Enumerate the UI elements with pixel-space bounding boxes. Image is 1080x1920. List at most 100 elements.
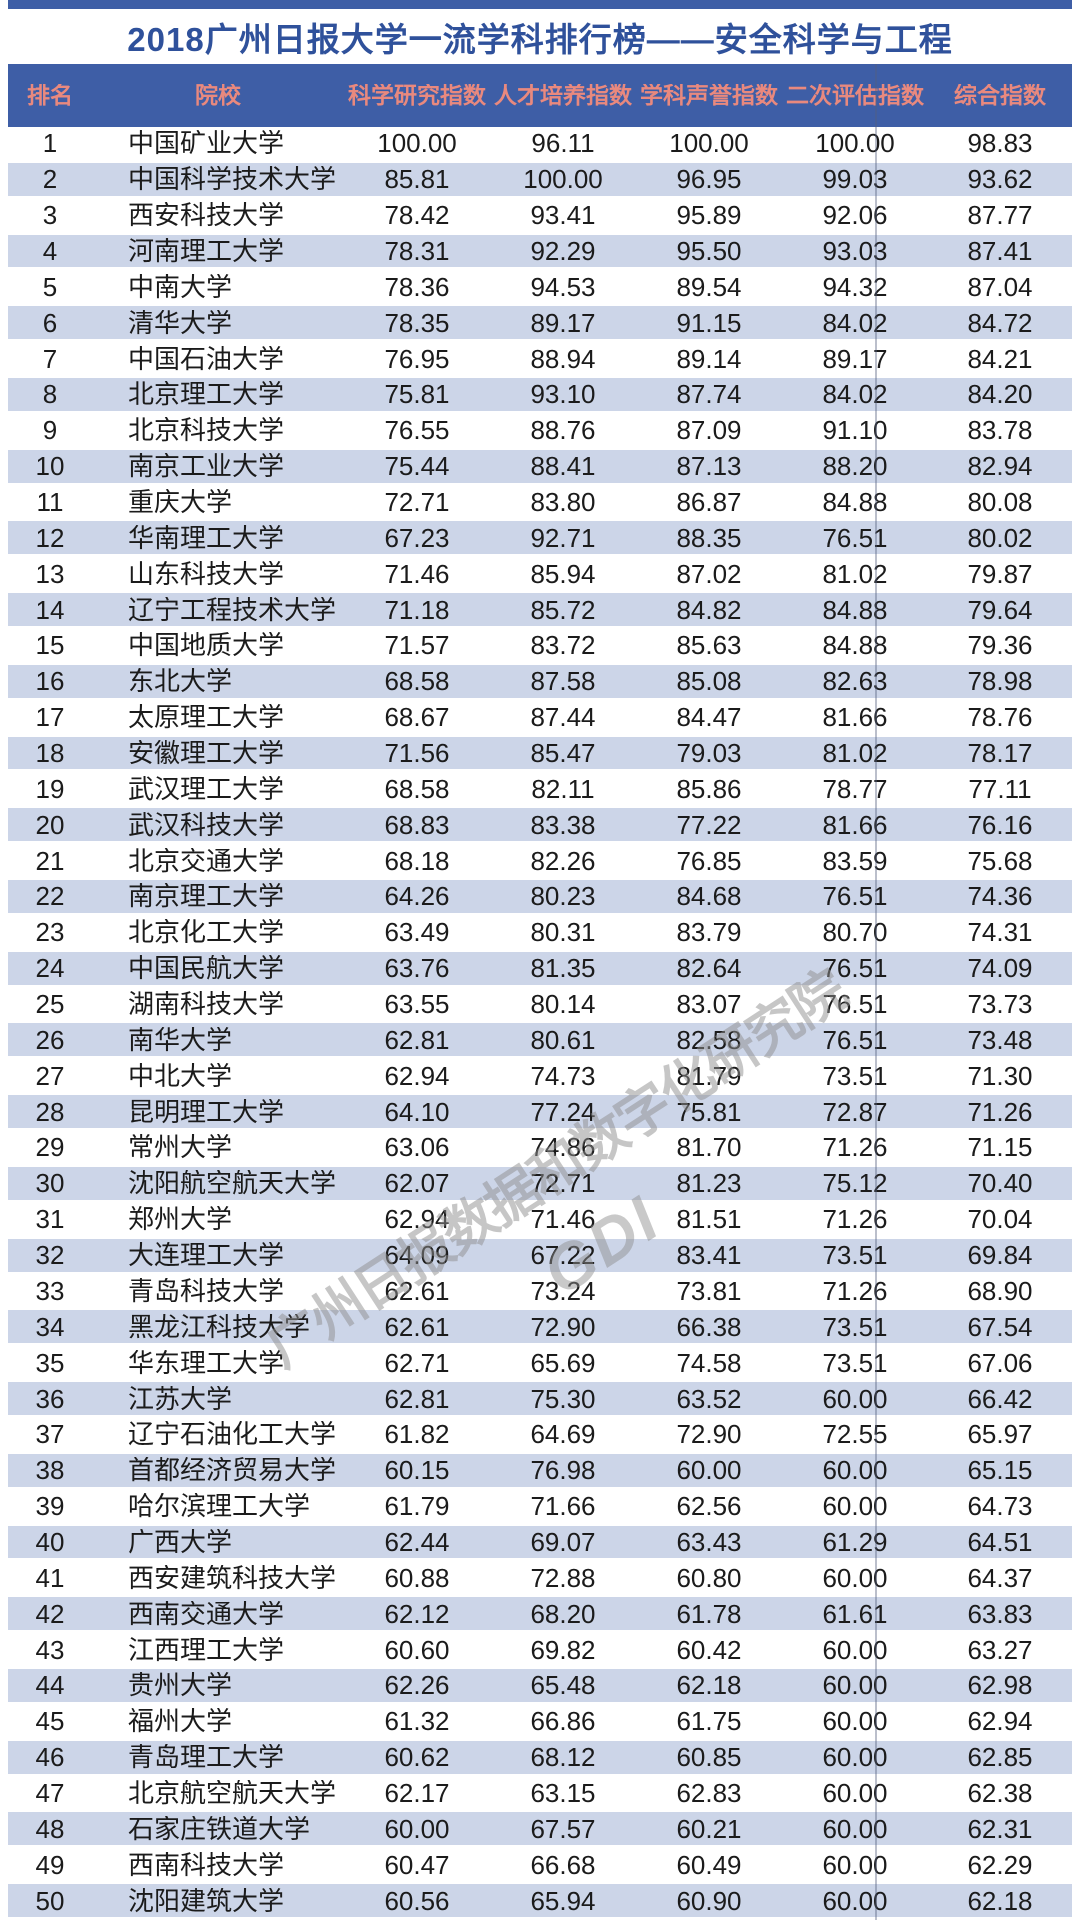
score-cell: 62.81 [384,1026,450,1053]
rank-cell: 11 [36,489,64,516]
top-accent-strip [8,0,1072,9]
score-cell: 68.58 [384,775,450,802]
score-cell: 87.77 [967,202,1033,229]
table-row: 23 北京化工大学 63.49 80.31 83.79 80.70 74.31 [8,915,1072,949]
rank-cell: 4 [42,238,58,264]
score-cell: 68.18 [384,847,450,874]
score-cell: 84.47 [676,704,742,731]
score-cell: 71.46 [530,1206,596,1233]
university-cell: 福州大学 [128,1708,233,1735]
score-cell: 60.00 [822,1493,888,1520]
score-cell: 81.51 [676,1206,742,1233]
score-cell: 76.95 [384,345,450,372]
score-cell: 79.36 [967,632,1033,659]
table-row: 2 中国科学技术大学 85.81 100.00 96.95 99.03 93.62 [8,159,1072,199]
score-cell: 72.55 [822,1421,888,1448]
score-cell: 67.23 [384,524,450,551]
score-cell: 69.07 [530,1528,596,1555]
score-cell: 79.87 [967,560,1033,587]
score-cell: 74.73 [530,1062,596,1089]
table-row: 13 山东科技大学 71.46 85.94 87.02 81.02 79.87 [8,557,1072,591]
score-cell: 76.51 [822,524,888,551]
score-cell: 81.35 [530,955,596,982]
score-cell: 67.54 [967,1313,1033,1340]
score-cell: 62.94 [967,1708,1033,1735]
score-cell: 60.00 [822,1457,888,1484]
rank-cell: 42 [35,1600,65,1627]
rank-cell: 3 [42,202,58,229]
score-cell: 77.22 [676,811,742,838]
university-cell: 太原理工大学 [128,704,285,731]
score-cell: 83.72 [530,632,596,659]
score-cell: 60.00 [822,1708,888,1735]
rank-cell: 20 [35,811,65,838]
score-cell: 100.00 [377,130,457,157]
score-cell: 96.95 [676,166,742,193]
score-cell: 83.59 [822,847,888,874]
score-cell: 82.94 [967,453,1033,480]
score-cell: 84.72 [967,309,1033,336]
table-row: 42 西南交通大学 62.12 68.20 61.78 61.61 63.83 [8,1594,1072,1634]
table-row: 16 东北大学 68.58 87.58 85.08 82.63 78.98 [8,661,1072,701]
score-cell: 84.02 [822,309,888,336]
header-row: 排名 院校 科学研究指数 人才培养指数 学科声誉指数 二次评估指数 综合指数 [8,64,1072,127]
score-cell: 80.23 [530,883,596,910]
score-cell: 62.18 [676,1672,742,1699]
score-cell: 73.48 [967,1026,1033,1053]
score-cell: 72.90 [676,1421,742,1448]
table-row: 49 西南科技大学 60.47 66.68 60.49 60.00 62.29 [8,1848,1072,1882]
score-cell: 62.94 [384,1062,450,1089]
table-row: 24 中国民航大学 63.76 81.35 82.64 76.51 74.09 [8,948,1072,988]
score-cell: 63.76 [384,955,450,982]
university-cell: 西安建筑科技大学 [128,1564,337,1591]
score-cell: 62.44 [384,1528,450,1555]
score-cell: 66.86 [530,1708,596,1735]
rank-cell: 15 [35,632,65,659]
score-cell: 81.02 [822,560,888,587]
score-cell: 96.11 [531,130,595,157]
score-cell: 92.29 [530,238,596,264]
score-cell: 71.46 [384,560,450,587]
score-cell: 87.58 [530,668,596,695]
university-cell: 贵州大学 [128,1672,233,1699]
rank-cell: 30 [35,1170,65,1197]
table-row: 22 南京理工大学 64.26 80.23 84.68 76.51 74.36 [8,877,1072,916]
rank-cell: 19 [35,775,65,802]
score-cell: 78.98 [967,668,1033,695]
table-row: 41 西安建筑科技大学 60.88 72.88 60.80 60.00 64.37 [8,1561,1072,1595]
score-cell: 84.20 [967,381,1033,408]
university-cell: 郑州大学 [128,1206,233,1233]
rank-cell: 23 [35,919,65,946]
university-cell: 沈阳航空航天大学 [128,1170,337,1197]
score-cell: 62.38 [967,1779,1033,1806]
score-cell: 73.51 [822,1062,888,1089]
table-row: 45 福州大学 61.32 66.86 61.75 60.00 62.94 [8,1704,1072,1738]
ranking-table: 排名 院校 科学研究指数 人才培养指数 学科声誉指数 二次评估指数 综合指数 1 中国矿业大学… [8,64,1072,1920]
rank-cell: 12 [35,524,65,551]
score-cell: 84.82 [676,596,742,623]
university-cell: 北京化工大学 [128,919,285,946]
score-cell: 84.88 [822,489,888,516]
score-cell: 91.10 [822,417,888,444]
score-cell: 98.83 [967,130,1033,157]
table-row: 15 中国地质大学 71.57 83.72 85.63 84.88 79.36 [8,629,1072,662]
university-cell: 首都经济贸易大学 [128,1457,337,1484]
score-cell: 83.80 [530,489,596,516]
score-cell: 75.68 [967,847,1033,874]
rank-cell: 35 [35,1349,65,1376]
score-cell: 63.52 [676,1385,742,1412]
rank-cell: 7 [42,345,58,372]
score-cell: 74.58 [676,1349,742,1376]
score-cell: 92.71 [530,524,596,551]
university-cell: 中国地质大学 [128,632,285,659]
score-cell: 60.00 [822,1744,888,1771]
rank-cell: 32 [35,1242,65,1269]
header-cell-3: 人才培养指数 [494,84,632,107]
rank-cell: 39 [35,1493,65,1520]
score-cell: 86.87 [676,489,742,516]
rank-cell: 49 [35,1851,65,1878]
university-cell: 广西大学 [128,1528,233,1555]
rank-cell: 10 [35,453,65,480]
score-cell: 60.56 [384,1887,450,1914]
rank-cell: 2 [42,166,58,193]
